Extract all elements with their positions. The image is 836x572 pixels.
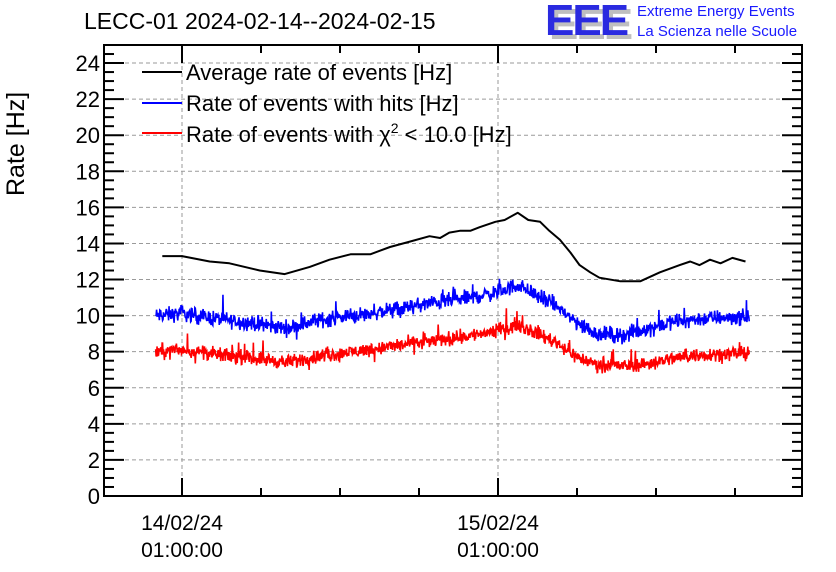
logo-subtitle-line1: Extreme Energy Events xyxy=(637,3,795,20)
y-tick-label: 16 xyxy=(76,195,100,220)
legend: Average rate of events [Hz] Rate of even… xyxy=(142,60,512,147)
y-tick-label: 2 xyxy=(88,448,100,473)
series-line-average xyxy=(162,211,746,283)
y-tick-label: 14 xyxy=(76,231,100,256)
legend-chi2-suffix: < 10.0 [Hz] xyxy=(399,122,512,147)
y-tick-label: 0 xyxy=(88,484,100,509)
legend-label-average: Average rate of events [Hz] xyxy=(186,60,452,85)
y-tick-label: 8 xyxy=(88,340,100,365)
chart-title: LECC-01 2024-02-14--2024-02-15 xyxy=(84,8,436,34)
x-tick-label-time: 01:00:00 xyxy=(457,539,539,562)
y-tick-label: 12 xyxy=(76,268,100,293)
eee-logo: EEE EEE xyxy=(545,0,635,47)
y-tick-label: 18 xyxy=(76,159,100,184)
x-tick-label-date: 15/02/24 xyxy=(457,512,539,535)
y-tick-label: 24 xyxy=(76,51,100,76)
legend-label-hits: Rate of events with hits [Hz] xyxy=(186,91,459,116)
x-tick-label-time: 01:00:00 xyxy=(141,539,223,562)
axes: 02468101214161820222414/02/2401:00:0015/… xyxy=(76,44,803,562)
y-tick-label: 4 xyxy=(88,412,100,437)
legend-chi2-prefix: Rate of events with χ xyxy=(186,122,391,147)
series-line-chi2 xyxy=(154,308,751,374)
y-tick-label: 22 xyxy=(76,87,100,112)
series-line-hits xyxy=(155,278,751,345)
logo-text: EEE xyxy=(545,0,629,45)
y-tick-label: 20 xyxy=(76,123,100,148)
y-tick-label: 6 xyxy=(88,376,100,401)
series-group xyxy=(154,211,751,374)
x-tick-label-date: 14/02/24 xyxy=(141,512,223,535)
logo-subtitle-line2: La Scienza nelle Scuole xyxy=(637,23,798,40)
logo-shadow-text: EEE xyxy=(549,0,633,49)
y-tick-label: 10 xyxy=(76,304,100,329)
legend-chi2-superscript: 2 xyxy=(391,120,399,136)
legend-label-chi2: Rate of events with χ2 < 10.0 [Hz] xyxy=(186,120,512,147)
